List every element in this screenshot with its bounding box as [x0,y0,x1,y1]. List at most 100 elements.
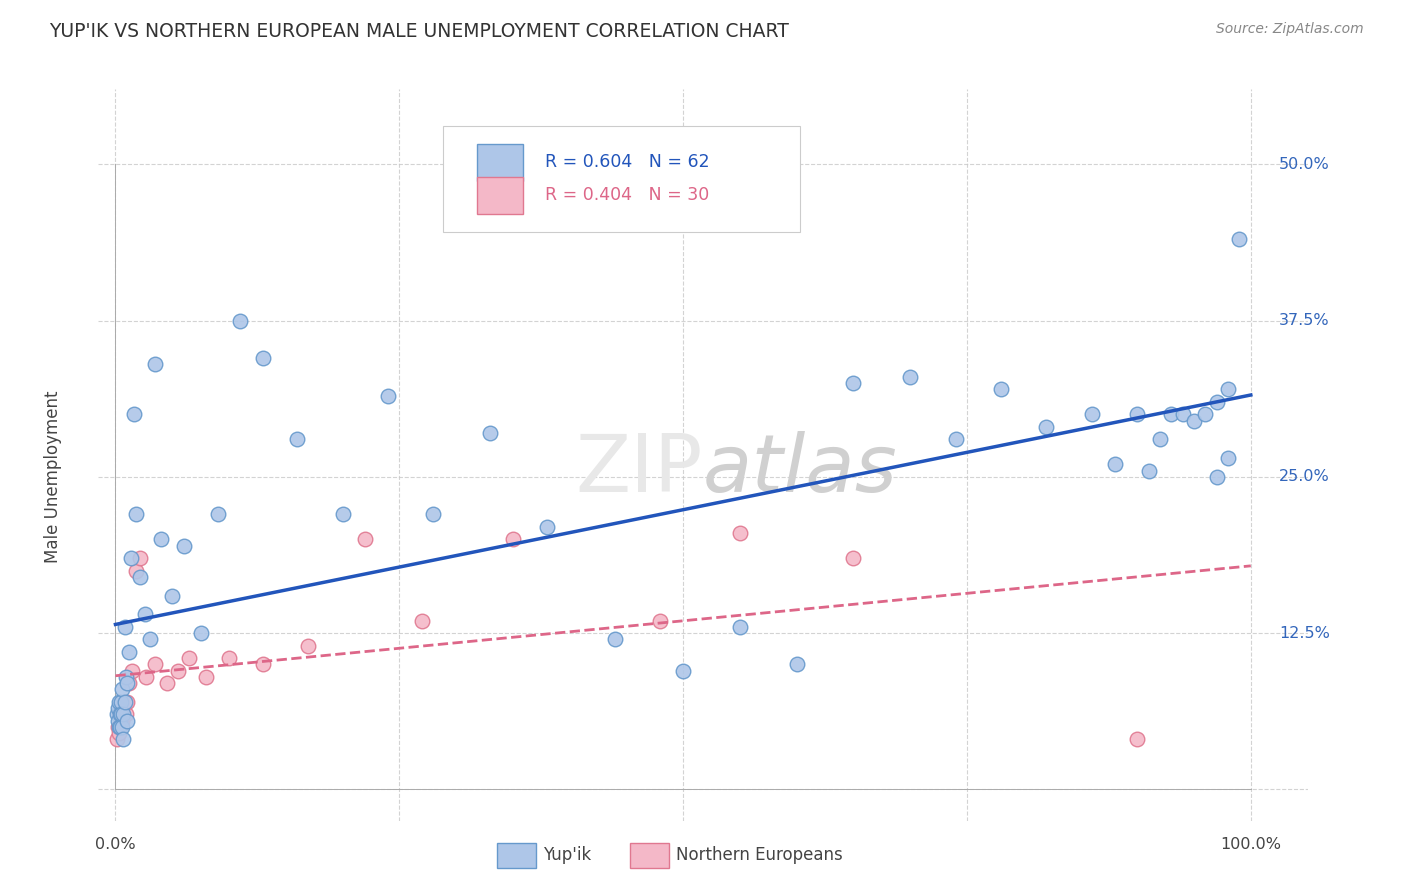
Text: atlas: atlas [703,431,898,508]
Text: Yup'ik: Yup'ik [543,847,592,864]
Point [422,508,444,522]
Point [138,632,160,647]
Point [1126,407,1149,421]
Point [114,620,136,634]
Point [536,520,558,534]
Text: R = 0.404   N = 30: R = 0.404 N = 30 [544,186,709,204]
Point [1194,407,1216,421]
Point [112,732,135,747]
Point [108,707,131,722]
FancyBboxPatch shape [477,177,523,213]
Point [107,720,129,734]
Point [114,695,136,709]
Point [1216,382,1239,396]
Point [786,657,808,672]
Point [111,714,134,728]
Point [143,357,166,371]
Point [285,432,308,446]
Point [728,526,751,541]
Point [1171,407,1194,421]
Point [650,614,672,628]
FancyBboxPatch shape [498,843,536,868]
FancyBboxPatch shape [443,126,800,232]
Point [1160,407,1182,421]
Point [990,382,1012,396]
Point [129,551,152,566]
Point [114,707,136,722]
Point [297,639,319,653]
Text: R = 0.604   N = 62: R = 0.604 N = 62 [544,153,709,171]
Point [411,614,433,628]
Point [108,707,131,722]
Point [603,632,626,647]
Point [160,589,183,603]
Point [332,508,354,522]
Point [1081,407,1104,421]
Point [672,664,695,678]
Text: ZIP: ZIP [575,431,703,508]
Text: 25.0%: 25.0% [1279,469,1330,484]
Point [120,551,142,566]
Point [252,657,274,672]
Point [105,707,128,722]
Point [1149,432,1171,446]
Text: 37.5%: 37.5% [1279,313,1330,328]
Point [108,720,131,734]
Point [195,670,218,684]
Point [1216,451,1239,466]
Point [229,313,252,327]
Point [108,695,131,709]
Point [354,533,377,547]
Point [108,726,131,740]
Point [149,533,172,547]
Text: 0.0%: 0.0% [96,837,136,852]
Point [125,508,148,522]
Point [125,564,148,578]
Point [1229,232,1251,246]
Point [121,664,143,678]
Point [111,682,134,697]
Point [1205,470,1227,484]
Point [1205,394,1227,409]
Point [115,676,138,690]
Point [112,707,135,722]
Point [173,539,195,553]
Point [252,351,274,365]
Point [1035,419,1057,434]
Point [143,657,166,672]
Point [190,626,212,640]
Point [1104,458,1126,472]
Point [107,701,129,715]
Point [115,695,138,709]
Point [110,701,132,715]
Text: Male Unemployment: Male Unemployment [44,391,62,563]
Point [118,645,141,659]
Point [135,670,157,684]
Text: 50.0%: 50.0% [1279,157,1330,172]
Point [110,707,132,722]
Point [115,714,138,728]
Point [1137,464,1160,478]
FancyBboxPatch shape [477,144,523,180]
Point [112,707,135,722]
Point [479,425,502,440]
Point [728,620,751,634]
Point [218,651,240,665]
Text: 12.5%: 12.5% [1279,625,1330,640]
Point [122,407,145,421]
Point [114,695,136,709]
Point [1182,413,1205,427]
Point [207,508,229,522]
Point [108,720,131,734]
Point [129,570,152,584]
Point [842,376,865,390]
Point [377,388,399,402]
FancyBboxPatch shape [630,843,669,868]
Point [110,695,132,709]
Point [179,651,201,665]
Point [945,432,967,446]
Point [111,720,134,734]
Text: Source: ZipAtlas.com: Source: ZipAtlas.com [1216,22,1364,37]
Point [107,714,129,728]
Point [155,676,177,690]
